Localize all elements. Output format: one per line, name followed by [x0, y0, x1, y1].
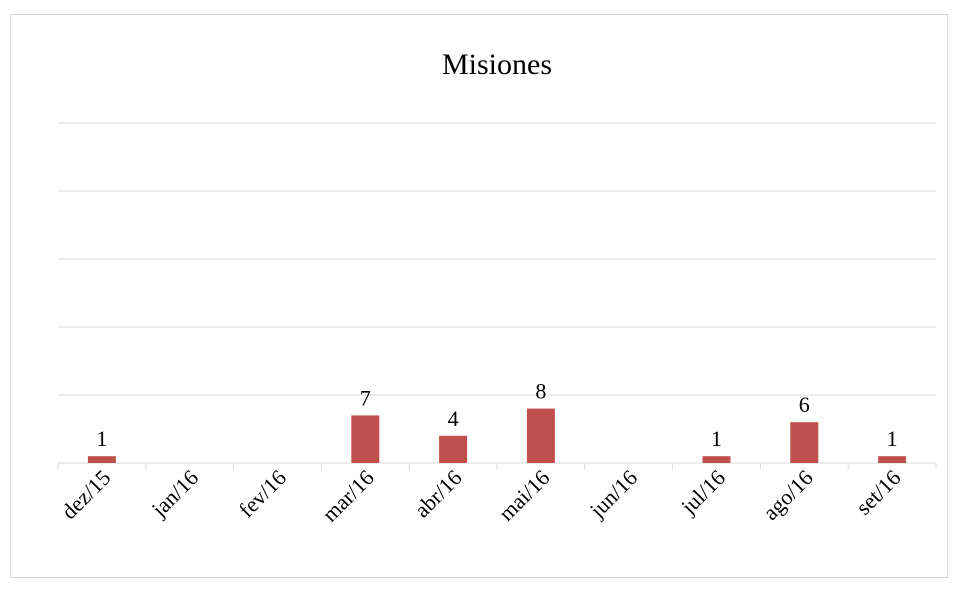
data-label: 1 — [887, 426, 898, 451]
bar — [87, 456, 116, 463]
data-label: 1 — [96, 426, 107, 451]
bar — [351, 415, 380, 463]
bar — [526, 408, 555, 463]
chart-frame — [10, 14, 948, 578]
data-label: 6 — [799, 392, 810, 417]
bar — [878, 456, 907, 463]
data-label: 4 — [448, 406, 459, 431]
bar — [790, 422, 819, 463]
chart-title: Misiones — [442, 48, 552, 81]
bar — [702, 456, 731, 463]
bar — [439, 435, 468, 463]
data-label: 8 — [535, 379, 546, 404]
data-label: 7 — [360, 385, 371, 410]
data-label: 1 — [711, 426, 722, 451]
